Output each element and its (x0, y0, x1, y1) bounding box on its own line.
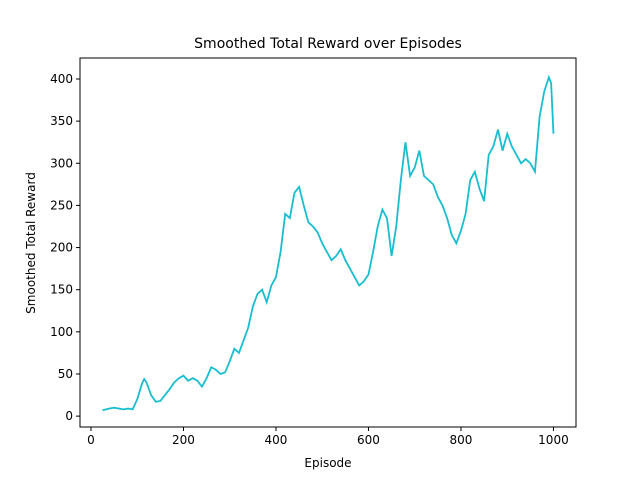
x-tick-label: 0 (87, 433, 95, 447)
y-tick-label: 100 (50, 325, 73, 339)
data-line (102, 74, 555, 412)
y-axis-label: Smoothed Total Reward (24, 172, 38, 314)
y-tick-label: 50 (58, 367, 73, 381)
y-tick-label: 0 (65, 409, 73, 423)
y-tick-label: 300 (50, 156, 73, 170)
y-tick-label: 400 (50, 72, 73, 86)
x-tick-label: 400 (265, 433, 288, 447)
y-tick-label: 250 (50, 198, 73, 212)
x-axis-label: Episode (304, 456, 351, 470)
x-tick-label: 1000 (538, 433, 569, 447)
y-tick-label: 150 (50, 283, 73, 297)
y-tick-label: 200 (50, 241, 73, 255)
chart-title: Smoothed Total Reward over Episodes (194, 36, 462, 52)
y-tick-label: 350 (50, 114, 73, 128)
plot-frame (79, 57, 577, 428)
x-tick-label: 800 (450, 433, 473, 447)
x-tick-label: 600 (357, 433, 380, 447)
x-tick-label: 200 (172, 433, 195, 447)
